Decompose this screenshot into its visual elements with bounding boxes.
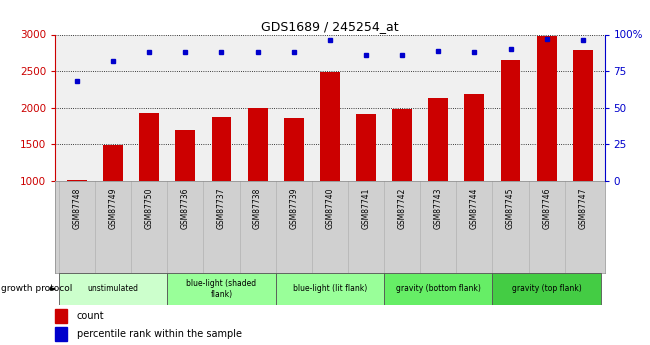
Bar [176, 130, 195, 181]
Text: GSM87740: GSM87740 [326, 188, 334, 229]
Text: blue-light (lit flank): blue-light (lit flank) [292, 284, 367, 294]
Bar [392, 109, 412, 181]
Bar [55, 309, 67, 323]
Bar [500, 60, 521, 181]
Text: count: count [77, 312, 104, 322]
Text: GSM87738: GSM87738 [253, 188, 262, 229]
Bar [248, 108, 268, 181]
Text: percentile rank within the sample: percentile rank within the sample [77, 329, 242, 339]
Text: GSM87741: GSM87741 [361, 188, 370, 229]
Text: GSM87743: GSM87743 [434, 188, 443, 229]
Text: GSM87736: GSM87736 [181, 188, 190, 229]
Text: GSM87746: GSM87746 [542, 188, 551, 229]
Bar [384, 273, 493, 305]
Text: GSM87744: GSM87744 [470, 188, 479, 229]
Title: GDS1689 / 245254_at: GDS1689 / 245254_at [261, 20, 398, 33]
Bar [55, 327, 67, 341]
Bar [465, 94, 484, 181]
Bar [320, 72, 340, 181]
Text: GSM87739: GSM87739 [289, 188, 298, 229]
Text: GSM87750: GSM87750 [145, 188, 153, 229]
Bar [537, 36, 556, 181]
Bar [59, 273, 167, 305]
Text: gravity (top flank): gravity (top flank) [512, 284, 582, 294]
Text: gravity (bottom flank): gravity (bottom flank) [396, 284, 481, 294]
Bar [67, 180, 87, 181]
Text: growth protocol: growth protocol [1, 284, 72, 294]
Text: GSM87745: GSM87745 [506, 188, 515, 229]
Bar [356, 115, 376, 181]
Text: GSM87737: GSM87737 [217, 188, 226, 229]
Text: GSM87742: GSM87742 [398, 188, 407, 229]
Text: GSM87749: GSM87749 [109, 188, 118, 229]
Text: GSM87747: GSM87747 [578, 188, 588, 229]
Bar [428, 98, 448, 181]
Bar [139, 113, 159, 181]
Text: GSM87748: GSM87748 [72, 188, 81, 229]
Bar [211, 117, 231, 181]
Text: blue-light (shaded
flank): blue-light (shaded flank) [187, 279, 257, 299]
Bar [276, 273, 384, 305]
Bar [284, 118, 304, 181]
Bar [103, 145, 123, 181]
Bar [493, 273, 601, 305]
Bar [167, 273, 276, 305]
Text: unstimulated: unstimulated [88, 284, 138, 294]
Bar [573, 50, 593, 181]
